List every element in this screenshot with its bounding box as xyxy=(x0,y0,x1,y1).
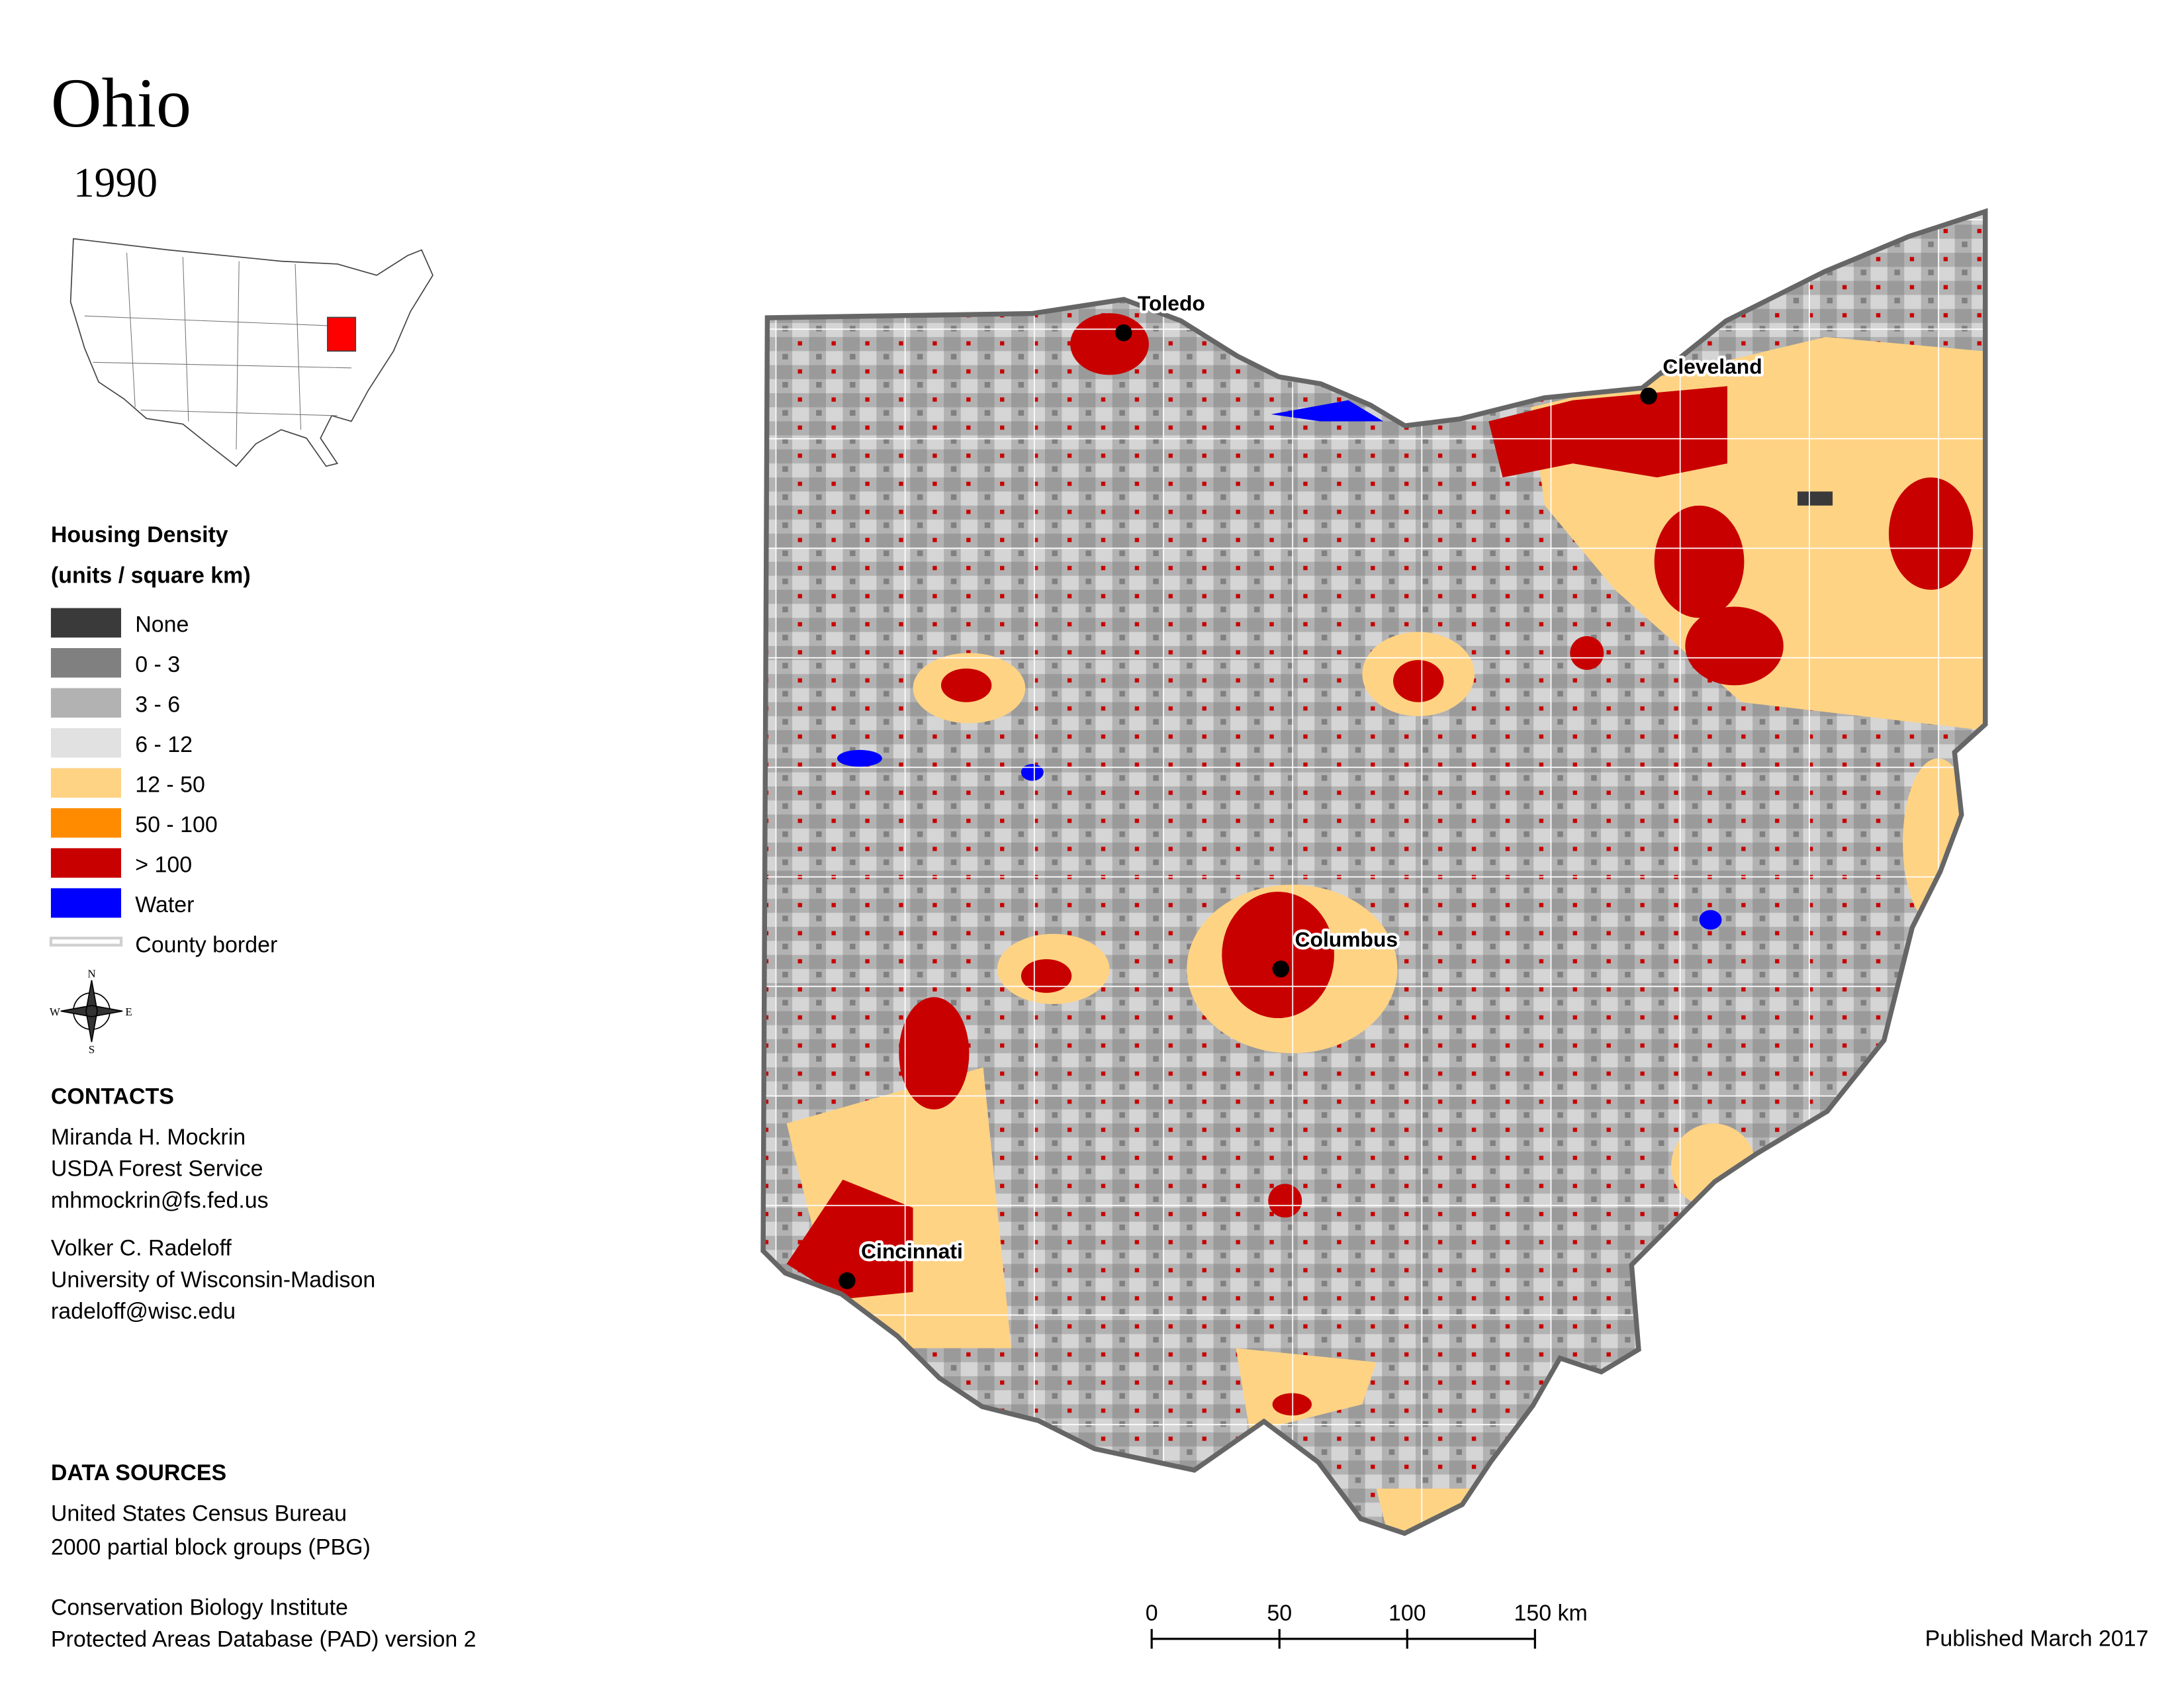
svg-text:N: N xyxy=(87,968,95,980)
scale-label: 0 xyxy=(1146,1601,1158,1626)
legend-label: 50 - 100 xyxy=(135,812,218,837)
legend-label: > 100 xyxy=(135,852,192,877)
city-label: Cleveland xyxy=(1662,354,1762,378)
source-line: United States Census Bureau xyxy=(51,1501,347,1526)
legend-label: County border xyxy=(135,932,277,957)
legend-label: None xyxy=(135,612,189,637)
legend-swatch xyxy=(50,888,122,918)
city-label: Columbus xyxy=(1295,927,1398,951)
svg-text:E: E xyxy=(125,1006,132,1018)
legend-swatch xyxy=(50,608,122,638)
legend-units: (units / square km) xyxy=(51,563,251,588)
source-line: Protected Areas Database (PAD) version 2 xyxy=(51,1626,477,1652)
contact-line: Miranda H. Mockrin xyxy=(51,1125,246,1150)
legend-label: 0 - 3 xyxy=(135,652,180,677)
compass: N S W E xyxy=(50,968,132,1056)
contact-line: mhmockrin@fs.fed.us xyxy=(51,1188,269,1213)
legend-swatch xyxy=(50,808,122,838)
legend-swatch xyxy=(50,648,122,678)
city-dot xyxy=(1272,961,1290,978)
contacts: Miranda H. Mockrin USDA Forest Service mhm… xyxy=(51,1125,375,1324)
svg-text:W: W xyxy=(50,1006,60,1018)
legend-swatch xyxy=(49,937,123,947)
scale-label: 100 xyxy=(1388,1601,1426,1626)
cities: Toledo Cleveland Columbus Cincinnati xyxy=(839,289,1765,1289)
svg-text:S: S xyxy=(89,1043,95,1056)
map-year: 1990 xyxy=(73,159,158,206)
city-dot xyxy=(839,1272,856,1289)
sources-title: DATA SOURCES xyxy=(51,1460,226,1485)
legend-swatch xyxy=(50,688,122,718)
scale-bar: 0 50 100 150 km xyxy=(1146,1601,1588,1649)
published-note: Published March 2017 xyxy=(1925,1626,2149,1651)
source-line: 2000 partial block groups (PBG) xyxy=(51,1534,371,1560)
legend-label: 12 - 50 xyxy=(135,773,205,798)
data-sources: United States Census Bureau 2000 partial … xyxy=(51,1501,477,1652)
legend-swatch xyxy=(50,727,122,758)
state-lines xyxy=(84,252,351,449)
contact-line: USDA Forest Service xyxy=(51,1156,263,1182)
contact-line: radeloff@wisc.edu xyxy=(51,1299,236,1324)
city-dot xyxy=(1115,324,1132,342)
map-title: Ohio xyxy=(51,64,191,142)
contact-line: Volker C. Radeloff xyxy=(51,1236,232,1261)
source-line: Conservation Biology Institute xyxy=(51,1595,348,1620)
legend-title: Housing Density xyxy=(51,522,228,547)
ohio-map: Toledo Cleveland Columbus Cincinnati xyxy=(758,211,1994,1544)
us-inset xyxy=(69,238,433,467)
ohio-highlight xyxy=(327,316,357,352)
contacts-title: CONTACTS xyxy=(51,1084,174,1109)
scale-label: 50 xyxy=(1267,1601,1292,1626)
city-label: Toledo xyxy=(1138,291,1205,315)
legend: None 0 - 3 3 - 6 6 - 12 12 - 50 50 - 100 > 100… xyxy=(49,608,277,957)
city-label: Cincinnati xyxy=(861,1239,963,1263)
contact-line: University of Wisconsin-Madison xyxy=(51,1267,375,1292)
legend-swatch xyxy=(50,848,122,878)
scale-label: 150 km xyxy=(1514,1601,1588,1626)
legend-label: 6 - 12 xyxy=(135,732,193,757)
us-outline xyxy=(69,238,433,467)
legend-label: 3 - 6 xyxy=(135,692,180,718)
legend-swatch xyxy=(50,768,122,798)
legend-label: Water xyxy=(135,892,194,917)
city-dot xyxy=(1640,387,1657,404)
